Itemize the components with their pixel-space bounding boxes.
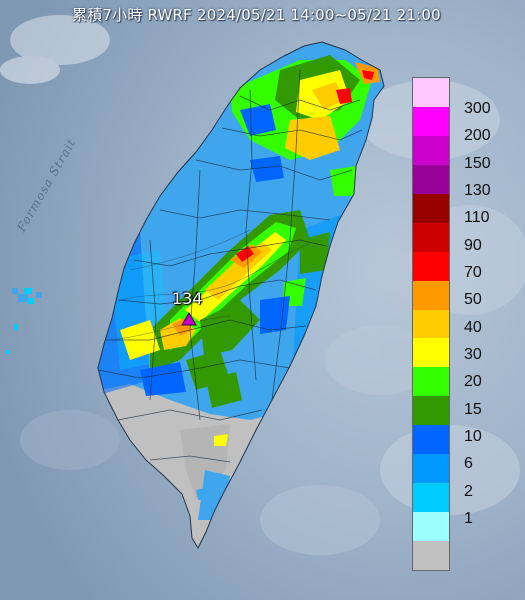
legend-color-bar bbox=[412, 77, 450, 571]
legend-swatch bbox=[413, 309, 449, 339]
legend-label: 200 bbox=[464, 127, 491, 145]
legend-swatch bbox=[413, 396, 449, 426]
legend-swatch bbox=[413, 367, 449, 397]
legend-swatch bbox=[413, 512, 449, 541]
legend-swatch bbox=[413, 425, 449, 455]
map-title: 累積7小時 RWRF 2024/05/21 14:00~05/21 21:00 bbox=[72, 6, 441, 24]
legend-swatch bbox=[413, 135, 449, 165]
county-boundaries bbox=[98, 69, 363, 463]
legend-labels: 300 200 150 130 110 90 70 50 40 30 20 15 10 6 2 1 bbox=[464, 95, 524, 532]
legend-label: 300 bbox=[464, 100, 491, 117]
legend-label: 10 bbox=[464, 427, 482, 445]
legend-label: 130 bbox=[464, 181, 491, 199]
legend-label: 15 bbox=[464, 400, 482, 418]
legend-label: 110 bbox=[464, 209, 490, 227]
rivers bbox=[109, 229, 311, 341]
offshore-echoes bbox=[6, 288, 42, 354]
triangle-icon bbox=[181, 312, 197, 326]
legend-swatch bbox=[413, 541, 449, 570]
legend-label: 30 bbox=[464, 345, 482, 363]
legend-label: 2 bbox=[464, 482, 473, 500]
peak-value-label: 134 bbox=[172, 289, 203, 308]
taiwan-coastline bbox=[97, 41, 385, 550]
legend-swatch bbox=[413, 106, 449, 136]
legend-swatch bbox=[413, 483, 449, 513]
legend-swatch bbox=[413, 222, 449, 252]
rainfall-legend: 300 200 150 130 110 90 70 50 40 30 20 15 10 6 2 1 bbox=[412, 77, 522, 572]
legend-swatch bbox=[413, 338, 449, 368]
legend-swatch bbox=[413, 280, 449, 310]
legend-label: 90 bbox=[464, 236, 482, 254]
legend-swatch bbox=[413, 78, 449, 107]
legend-label: 150 bbox=[464, 154, 491, 172]
legend-label: 70 bbox=[464, 263, 482, 281]
legend-label: 20 bbox=[464, 373, 482, 391]
legend-swatch bbox=[413, 251, 449, 281]
legend-label: 40 bbox=[464, 318, 482, 336]
legend-label: 50 bbox=[464, 291, 482, 309]
legend-swatch bbox=[413, 454, 449, 484]
legend-label: 1 bbox=[464, 509, 473, 527]
legend-swatch bbox=[413, 193, 449, 223]
legend-swatch bbox=[413, 164, 449, 194]
legend-label: 6 bbox=[464, 455, 473, 473]
